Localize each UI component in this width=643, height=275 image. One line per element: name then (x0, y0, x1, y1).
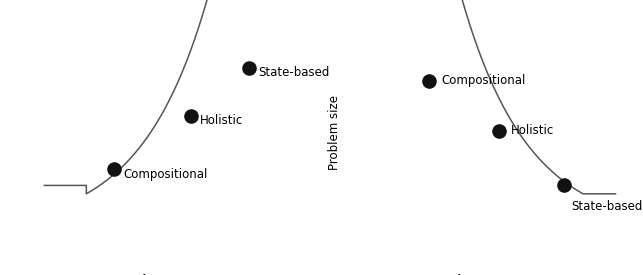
Text: Holistic: Holistic (511, 125, 554, 138)
Point (494, 129, 504, 133)
Text: Accuracy: Accuracy (140, 273, 197, 275)
Text: State-based: State-based (258, 66, 330, 79)
Text: Holistic: Holistic (201, 114, 244, 127)
Text: Compositional: Compositional (441, 74, 525, 87)
Text: Accuracy: Accuracy (455, 273, 512, 275)
Point (559, 183, 570, 188)
Point (244, 66, 255, 70)
Point (186, 114, 196, 119)
Point (109, 166, 120, 171)
Text: Compositional: Compositional (123, 169, 208, 182)
Point (424, 78, 435, 83)
Text: State-based: State-based (571, 200, 642, 213)
Text: Problem size: Problem size (328, 95, 341, 169)
